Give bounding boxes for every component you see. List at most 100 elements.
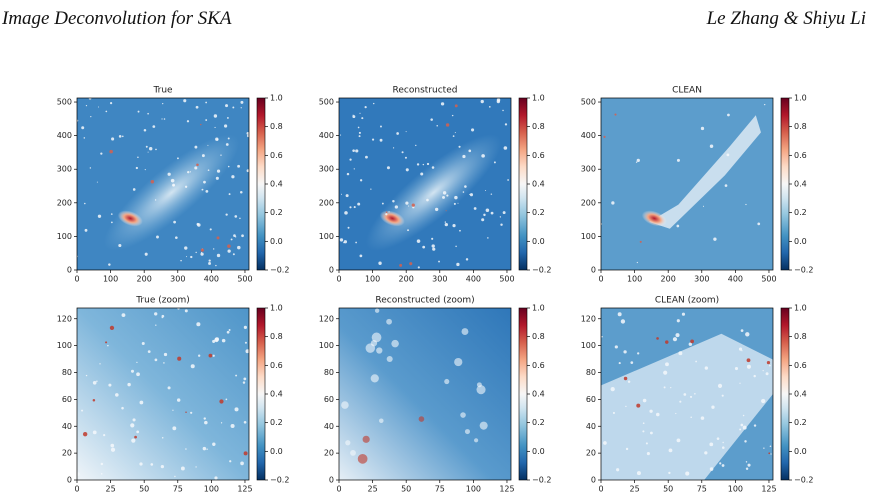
y-tick-label: 100 [319, 341, 334, 350]
x-tick-label: 500 [499, 275, 514, 284]
star [190, 364, 195, 369]
star [215, 264, 217, 267]
star [232, 106, 235, 109]
star [180, 259, 182, 262]
star [92, 430, 97, 435]
star [144, 252, 148, 256]
y-tick-label: 20 [62, 449, 72, 458]
x-tick-label: 300 [694, 275, 709, 284]
star [100, 152, 103, 155]
star [189, 171, 192, 173]
image [339, 308, 511, 480]
star [445, 123, 450, 127]
star [408, 205, 410, 207]
star [203, 180, 206, 184]
star [190, 411, 193, 414]
star [141, 341, 145, 345]
star [469, 193, 474, 197]
star [740, 423, 744, 427]
star [442, 195, 445, 199]
star [110, 221, 113, 224]
star [131, 438, 136, 443]
y-tick-label: 60 [324, 395, 334, 404]
star [96, 181, 98, 183]
star [352, 114, 354, 116]
star [234, 215, 238, 218]
star [198, 354, 201, 357]
star [341, 401, 349, 409]
star [385, 213, 388, 216]
star [195, 466, 197, 468]
star [668, 448, 673, 453]
star [700, 126, 705, 131]
x-tick-label: 75 [173, 485, 183, 494]
star [167, 386, 171, 390]
star [163, 352, 168, 357]
star [97, 214, 102, 218]
star [177, 308, 180, 310]
colorbar-tick-label: 0.0 [532, 447, 545, 456]
star [88, 98, 92, 100]
star [77, 472, 80, 477]
star [655, 412, 660, 417]
star [724, 184, 728, 187]
star [362, 435, 370, 443]
star [690, 416, 692, 419]
star [614, 345, 618, 349]
star [745, 203, 747, 206]
colorbar-tick-label: 1.0 [270, 94, 283, 103]
star [227, 117, 229, 119]
star [502, 211, 506, 215]
star [143, 128, 147, 132]
star [100, 462, 104, 466]
star [90, 116, 92, 118]
colorbar-tick-label: 0.2 [532, 418, 545, 427]
star [177, 356, 182, 361]
star [738, 347, 743, 351]
star [507, 179, 509, 181]
star [700, 416, 705, 420]
colorbar-tick-label: 0.8 [270, 122, 283, 131]
colorbar-tick-label: 0.4 [532, 180, 545, 189]
star [215, 176, 219, 180]
star [455, 245, 457, 248]
star [465, 258, 469, 261]
star [485, 189, 487, 191]
star [676, 319, 680, 323]
x-tick-label: 0 [336, 275, 341, 284]
star [109, 325, 115, 331]
x-tick-label: 0 [598, 275, 603, 284]
x-tick-label: 100 [466, 485, 481, 494]
star [184, 309, 188, 313]
star [167, 172, 171, 176]
colorbar-tick-label: −0.2 [270, 266, 289, 275]
star [726, 153, 730, 157]
star [490, 193, 493, 195]
y-tick-label: 300 [57, 165, 72, 174]
star [205, 189, 209, 193]
x-tick-label: 400 [204, 275, 219, 284]
y-tick-label: 0 [67, 266, 72, 275]
star [352, 115, 356, 119]
colorbar-tick-label: 0.8 [532, 122, 545, 131]
star [426, 198, 429, 202]
star [82, 431, 88, 437]
x-tick-label: 100 [627, 275, 642, 284]
image [601, 98, 773, 270]
star [85, 105, 88, 107]
star [741, 350, 743, 352]
star [240, 461, 244, 466]
colorbar [518, 307, 528, 481]
star [200, 123, 202, 126]
star [81, 409, 84, 412]
star [150, 180, 155, 184]
star [396, 132, 399, 135]
image [601, 308, 773, 480]
star [132, 418, 136, 422]
star [121, 406, 124, 410]
star [404, 156, 407, 159]
star [488, 105, 491, 108]
star [208, 259, 211, 262]
colorbar-tick-label: 0.6 [270, 361, 283, 370]
star [246, 169, 249, 173]
